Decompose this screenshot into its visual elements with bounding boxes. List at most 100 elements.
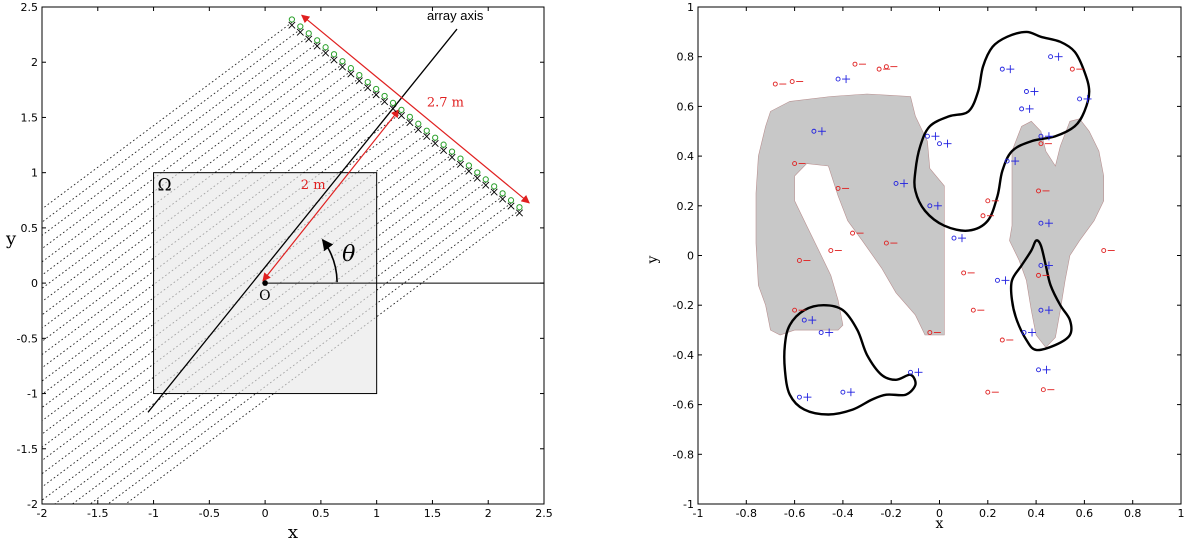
scatterer-shape — [1009, 118, 1104, 348]
blue-marker — [1048, 52, 1063, 61]
blue-marker — [995, 276, 1010, 285]
y-tick-label: 0.4 — [677, 150, 695, 163]
red-marker-circle — [852, 61, 858, 67]
sensor-stroke — [406, 119, 414, 127]
y-tick-label: 0 — [687, 250, 694, 263]
sensor-marker — [507, 197, 515, 204]
sensor-stroke — [389, 105, 397, 113]
sensor-marker — [415, 120, 422, 127]
x-tick-label: 0.5 — [312, 507, 330, 520]
red-marker — [789, 79, 804, 85]
sensor-marker — [297, 23, 304, 30]
red-marker-circle — [772, 81, 778, 87]
sensor-stroke — [397, 112, 405, 120]
red-marker — [1038, 141, 1052, 147]
reconstruction-contour — [913, 30, 1091, 232]
omega-label: Ω — [158, 176, 172, 196]
sensor-stroke — [372, 91, 380, 99]
sensor — [440, 141, 448, 154]
y-tick-label: 0.8 — [677, 51, 695, 64]
red-marker-circle — [850, 230, 856, 236]
blue-marker — [811, 127, 826, 136]
red-marker-circle — [1069, 66, 1075, 72]
sensor — [406, 113, 414, 127]
geometry-plot: Ω array axis θ 2 m 2.7 m O -2 -1.5 -1 -0.5 0… — [5, 1, 553, 542]
red-marker — [970, 307, 985, 313]
sensor-stroke — [313, 42, 321, 50]
y-tick-label: -0.8 — [673, 448, 694, 461]
red-marker-circle — [961, 270, 967, 276]
sensor-stroke — [305, 35, 313, 43]
sensor — [397, 106, 405, 120]
sensor-stroke — [448, 153, 456, 161]
x-tick-label: 0.4 — [1027, 507, 1045, 520]
red-marker — [999, 337, 1014, 343]
sensor-stroke — [338, 63, 346, 71]
blue-marker — [999, 65, 1015, 74]
sensor — [431, 134, 439, 147]
sensor-marker — [448, 148, 456, 155]
blue-marker-circle — [999, 66, 1005, 72]
red-marker — [796, 258, 811, 263]
y-tick-label: -1 — [683, 498, 694, 511]
x-tick-label: 0 — [262, 507, 269, 520]
sensor-marker — [465, 162, 472, 169]
sensor-stroke — [507, 202, 515, 210]
sensor-stroke — [473, 174, 481, 182]
red-marker-circle — [828, 248, 834, 253]
red-marker — [792, 307, 806, 313]
x-tick-label: -0.4 — [832, 507, 853, 520]
blue-marker-circle — [1038, 262, 1044, 268]
red-marker-circle — [1036, 188, 1041, 194]
sensor-marker — [364, 78, 371, 86]
sensor-stroke — [330, 56, 338, 64]
sensor — [322, 44, 330, 57]
sensor-stroke — [355, 77, 363, 85]
sensor — [389, 99, 397, 113]
sensor-stroke — [296, 28, 304, 36]
sensor — [296, 23, 304, 36]
sensor-stroke — [322, 49, 330, 57]
sensor — [330, 51, 338, 64]
sensor — [482, 176, 490, 189]
axis-ticks: -2 -1.5 -1 -0.5 0 0.5 1 1.5 2 2.5 -2 -1.5 -1 -0.5 0 0.5… — [17, 1, 553, 520]
sensor — [372, 85, 380, 99]
sensor — [364, 78, 372, 92]
blue-marker — [1038, 306, 1053, 315]
sensor — [515, 204, 523, 217]
sensor — [355, 71, 363, 85]
red-marker-circle — [970, 307, 976, 313]
sensor-stroke — [423, 132, 431, 141]
blue-marker-circle — [924, 133, 930, 139]
blue-marker-circle — [1036, 367, 1041, 373]
sensor-marker — [432, 134, 439, 141]
blue-marker-circle — [801, 317, 807, 323]
blue-marker — [1004, 157, 1020, 166]
sensor-marker — [440, 141, 447, 148]
origin-point — [262, 280, 268, 286]
sensor-marker — [406, 113, 413, 120]
y-tick-label: 0.2 — [677, 200, 695, 213]
y-axis-label: y — [645, 255, 661, 264]
red-markers — [772, 61, 1115, 395]
sensor-marker — [381, 92, 388, 100]
y-tick-label: -1 — [27, 388, 38, 401]
sensor-stroke — [414, 125, 422, 134]
blue-marker — [796, 393, 812, 402]
red-marker-circle — [1101, 248, 1107, 253]
blue-marker — [1023, 87, 1039, 96]
sensor-marker — [482, 176, 489, 183]
red-marker — [1036, 272, 1050, 278]
sensor — [448, 148, 456, 161]
sensor-marker — [457, 155, 464, 162]
red-marker — [852, 61, 866, 67]
y-tick-label: -0.6 — [673, 399, 694, 412]
blue-marker-circle — [818, 330, 824, 335]
sensor-marker — [389, 99, 397, 107]
theta-label: θ — [342, 242, 355, 267]
sensor-marker — [474, 169, 481, 176]
red-marker-circle — [883, 240, 889, 246]
blue-marker — [1038, 132, 1053, 141]
sensor-stroke — [499, 195, 507, 203]
sensor-marker — [398, 106, 405, 113]
